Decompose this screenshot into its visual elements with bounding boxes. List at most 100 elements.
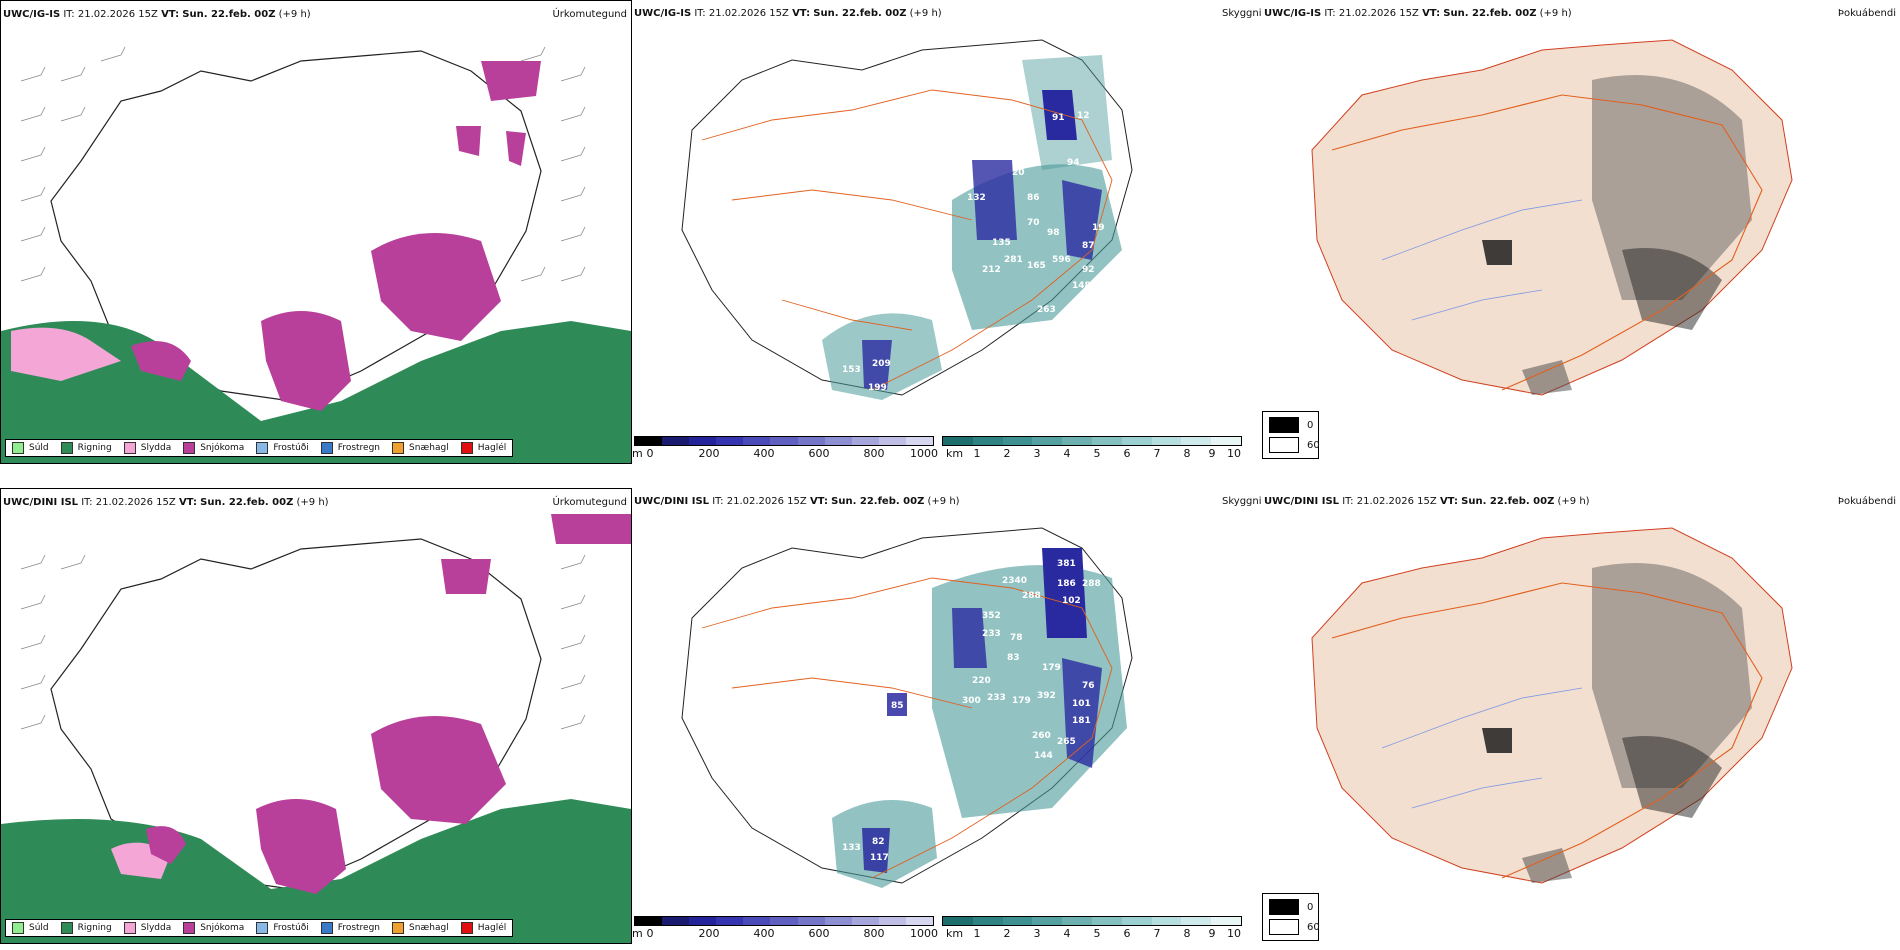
fog-key-light bbox=[1269, 919, 1299, 935]
colorbar-tick: 4 bbox=[1063, 927, 1071, 940]
fog-map bbox=[1311, 39, 1793, 396]
cloud-label: 76 bbox=[1082, 681, 1095, 691]
legend-swatch bbox=[183, 442, 196, 454]
legend-item: Súld bbox=[12, 922, 49, 934]
cloud-label: 352 bbox=[982, 611, 1001, 621]
colorbar-tick: 3 bbox=[1033, 447, 1041, 460]
cloud-labels: 381 186 102 288 2340 288 352 233 78 83 2… bbox=[842, 523, 1183, 863]
fog-key: 0 60 bbox=[1262, 411, 1320, 459]
colorbar-tick: 600 bbox=[808, 447, 830, 460]
cloud-label: 265 bbox=[1057, 737, 1076, 747]
colorbar-tick: 400 bbox=[753, 447, 775, 460]
legend-swatch bbox=[256, 442, 269, 454]
cloud-label: 263 bbox=[1037, 305, 1056, 315]
wind-barbs bbox=[20, 46, 586, 282]
cloud-labels: 91 12 38 132 20 86 94 70 98 19 135 281 1… bbox=[842, 78, 1186, 393]
road-network bbox=[1331, 582, 1763, 879]
cloud-label: 165 bbox=[1027, 261, 1046, 271]
colorbar-tick: 6 bbox=[1123, 927, 1131, 940]
legend-swatch bbox=[256, 922, 269, 934]
panel-type-title: Þokuábendi bbox=[1837, 8, 1896, 19]
legend-swatch bbox=[320, 922, 333, 934]
wind-barbs bbox=[20, 554, 586, 730]
cloud-label: 135 bbox=[992, 238, 1011, 248]
cloud-label: 233 bbox=[982, 629, 1001, 639]
colorbar-tick: 4 bbox=[1063, 447, 1071, 460]
panel-header: UWC/DINI ISL IT: 21.02.2026 15Z VT: Sun.… bbox=[634, 496, 960, 507]
colorbar-km: km 1 2 3 4 5 6 7 8 9 10 bbox=[942, 916, 1242, 940]
cloud-label: 181 bbox=[1072, 716, 1091, 726]
legend-swatch bbox=[60, 442, 73, 454]
colorbar-km: km 1 2 3 4 5 6 7 8 9 10 bbox=[942, 436, 1242, 460]
cloud-label: 78 bbox=[1010, 633, 1023, 643]
colorbar-tick: 0 bbox=[646, 447, 654, 460]
colorbar-tick: 600 bbox=[808, 927, 830, 940]
legend-item: Snæhagl bbox=[392, 442, 449, 454]
precip-map bbox=[1, 514, 631, 943]
cloud-label: 12 bbox=[1077, 111, 1090, 121]
colorbar-tick: 2 bbox=[1003, 447, 1011, 460]
cloud-label: 101 bbox=[1072, 699, 1091, 709]
colorbar-tick: 9 bbox=[1208, 447, 1216, 460]
cloud-label: 117 bbox=[870, 853, 889, 863]
colorbar-tick: 200 bbox=[698, 447, 720, 460]
road-network bbox=[701, 577, 1113, 879]
cloud-label: 199 bbox=[868, 383, 887, 393]
fog-panel: UWC/IG-IS IT: 21.02.2026 15Z VT: Sun. 22… bbox=[1262, 0, 1900, 462]
colorbar-tick: 1000 bbox=[910, 927, 938, 940]
legend-swatch bbox=[320, 442, 333, 454]
panel-type-title: Úrkomutegund bbox=[552, 9, 627, 20]
road-network bbox=[701, 89, 1113, 391]
cloud-label: 300 bbox=[962, 696, 981, 706]
legend-item: Snjókoma bbox=[183, 922, 244, 934]
row-1: UWC/IG-IS IT: 21.02.2026 15Z VT: Sun. 22… bbox=[0, 0, 1900, 470]
cloud-label: 596 bbox=[1052, 255, 1071, 265]
colorbar-km-swatches bbox=[942, 916, 1242, 926]
cloud-label: 890 bbox=[1164, 523, 1183, 533]
cloud-label: 260 bbox=[1032, 731, 1051, 741]
cloud-label: 83 bbox=[1007, 653, 1020, 663]
colorbar-km-unit: km bbox=[946, 447, 964, 460]
cloud-label: 212 bbox=[982, 265, 1001, 275]
colorbar-tick: 7 bbox=[1153, 927, 1161, 940]
colorbar-tick: 10 bbox=[1227, 447, 1241, 460]
legend-item: Haglél bbox=[460, 922, 506, 934]
cloud-label: 281 bbox=[1004, 255, 1023, 265]
panel-type-title: Þokuábendi bbox=[1837, 496, 1896, 507]
colorbar-m-swatches bbox=[634, 916, 934, 926]
cloud-label: 177 bbox=[1037, 328, 1056, 338]
visibility-panel: UWC/DINI ISL IT: 21.02.2026 15Z VT: Sun.… bbox=[632, 488, 1320, 942]
cloud-label: 92 bbox=[1082, 265, 1095, 275]
cloud-label: 91 bbox=[1052, 113, 1065, 123]
panel-header: UWC/IG-IS IT: 21.02.2026 15Z VT: Sun. 22… bbox=[634, 8, 942, 19]
cloud-label: 98 bbox=[1047, 228, 1060, 238]
cloud-label: 144 bbox=[1034, 751, 1053, 761]
colorbar-tick: 7 bbox=[1153, 447, 1161, 460]
legend-item: Súld bbox=[12, 442, 49, 454]
colorbar-tick: 6 bbox=[1123, 447, 1131, 460]
colorbar-tick: 3 bbox=[1033, 927, 1041, 940]
legend-swatch bbox=[460, 922, 473, 934]
panel-header: UWC/IG-IS IT: 21.02.2026 15Z VT: Sun. 22… bbox=[3, 9, 311, 20]
cloud-label: 233 bbox=[987, 693, 1006, 703]
legend-item: Rigning bbox=[60, 922, 112, 934]
fog-key: 0 60 bbox=[1262, 893, 1320, 941]
cloud-label: 220 bbox=[972, 676, 991, 686]
colorbar-m-unit: m bbox=[632, 927, 643, 940]
colorbar-tick: 9 bbox=[1208, 927, 1216, 940]
cloud-label: 94 bbox=[1067, 158, 1080, 168]
legend-swatch bbox=[183, 922, 196, 934]
legend-item: Frostúði bbox=[256, 442, 309, 454]
precip-legend: Súld Rigning Slydda Snjókoma Frostúði Fr… bbox=[5, 439, 514, 457]
cloud-label: 2340 bbox=[1002, 576, 1027, 586]
legend-item: Frostúði bbox=[256, 922, 309, 934]
visibility-map: 91 12 38 132 20 86 94 70 98 19 135 281 1… bbox=[681, 39, 1186, 400]
cloud-label: 82 bbox=[872, 837, 885, 847]
cloud-label: 102 bbox=[1062, 596, 1081, 606]
cloud-label: 70 bbox=[1027, 218, 1040, 228]
cloud-label: 86 bbox=[1027, 193, 1040, 203]
colorbar-m-unit: m bbox=[632, 447, 643, 460]
legend-swatch bbox=[123, 922, 136, 934]
cloud-label: 133 bbox=[842, 843, 861, 853]
visibility-panel: UWC/IG-IS IT: 21.02.2026 15Z VT: Sun. 22… bbox=[632, 0, 1320, 462]
